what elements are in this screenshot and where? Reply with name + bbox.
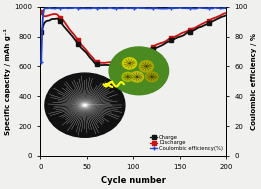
Line: Charge: Charge <box>40 14 228 67</box>
Charge <box>225 14 228 17</box>
Legend: Charge, Discharge, Coulombic efficiency(%): Charge, Discharge, Coulombic efficiency(… <box>150 134 224 152</box>
Discharge <box>210 18 213 20</box>
Y-axis label: Specific capacity / mAh g⁻¹: Specific capacity / mAh g⁻¹ <box>4 28 11 135</box>
Discharge <box>74 36 77 38</box>
CE <box>225 7 228 9</box>
Charge <box>40 31 43 33</box>
CE <box>89 7 92 10</box>
CE <box>216 7 220 9</box>
Discharge <box>47 14 50 17</box>
Circle shape <box>109 47 169 95</box>
Charge <box>89 57 92 59</box>
CE <box>209 7 212 9</box>
Charge <box>108 64 111 66</box>
CE <box>40 61 43 63</box>
Charge <box>74 40 77 42</box>
Circle shape <box>122 58 137 69</box>
CE <box>47 7 50 9</box>
Text: 1 A g⁻¹: 1 A g⁻¹ <box>129 64 156 73</box>
CE <box>74 7 77 9</box>
Charge <box>216 18 220 20</box>
Discharge <box>51 13 54 15</box>
Charge <box>210 21 213 23</box>
Circle shape <box>130 72 144 82</box>
Circle shape <box>122 72 133 81</box>
CE <box>213 6 217 9</box>
Discharge <box>89 54 92 56</box>
Line: CE: CE <box>39 5 228 64</box>
Circle shape <box>45 73 125 137</box>
Charge <box>51 18 54 20</box>
Charge <box>47 19 50 22</box>
Discharge <box>225 12 228 14</box>
CE <box>51 7 54 9</box>
Discharge <box>216 15 220 18</box>
Circle shape <box>139 61 153 72</box>
Line: Discharge: Discharge <box>40 11 228 65</box>
Discharge <box>118 62 121 64</box>
X-axis label: Cycle number: Cycle number <box>101 176 166 185</box>
Y-axis label: Coulombic efficiency / %: Coulombic efficiency / % <box>251 33 257 130</box>
Circle shape <box>146 72 158 82</box>
Discharge <box>40 11 43 13</box>
